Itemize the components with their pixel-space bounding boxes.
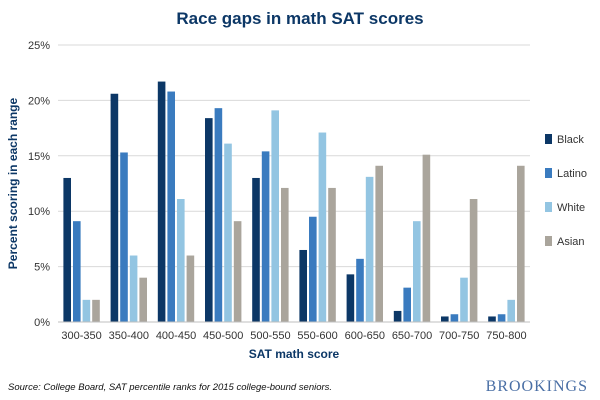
bar-latino-500-550 (261, 151, 270, 322)
bar-asian-550-600 (328, 187, 336, 322)
bar-black-650-700 (393, 310, 402, 322)
y-axis-ticks: 0% 5% 10% 15% 20% 25% (28, 40, 50, 329)
bar-black-350-400 (110, 93, 119, 322)
bar-white-450-500 (224, 143, 232, 322)
bar-black-550-600 (299, 249, 307, 322)
bar-black-750-800 (488, 316, 496, 322)
bars (63, 81, 525, 323)
y-tick-label: 5% (34, 262, 50, 274)
bar-asian-350-400 (139, 277, 147, 322)
bar-asian-750-800 (517, 165, 525, 322)
legend-label-latino: Latino (557, 168, 587, 180)
bar-asian-500-550 (281, 187, 289, 322)
legend-label-white: White (557, 202, 585, 214)
y-tick-label: 0% (34, 317, 50, 329)
bar-white-550-600 (318, 132, 327, 322)
legend-swatch-asian (545, 236, 552, 246)
x-tick-label: 400-450 (156, 330, 196, 342)
bar-asian-300-350 (92, 299, 100, 322)
legend-swatch-black (545, 134, 552, 144)
bar-black-400-450 (157, 81, 166, 323)
bar-white-350-400 (129, 255, 138, 322)
bar-asian-400-450 (186, 255, 195, 322)
bar-latino-750-800 (497, 314, 506, 322)
x-tick-label: 600-650 (345, 330, 385, 342)
x-tick-label: 550-600 (297, 330, 337, 342)
y-axis-label: Percent scoring in each range (6, 97, 20, 269)
x-tick-label: 500-550 (250, 330, 290, 342)
x-axis-label: SAT math score (249, 347, 340, 361)
bar-latino-550-600 (309, 216, 317, 322)
bar-black-600-650 (346, 274, 355, 322)
bar-asian-650-700 (422, 154, 431, 322)
bar-white-700-750 (460, 277, 468, 322)
bar-white-300-350 (82, 299, 91, 322)
bar-white-500-550 (271, 110, 279, 322)
bar-white-750-800 (507, 299, 515, 322)
bar-white-650-700 (413, 221, 421, 322)
bar-latino-450-500 (214, 108, 223, 322)
x-tick-label: 300-350 (61, 330, 101, 342)
y-tick-label: 10% (28, 206, 50, 218)
bar-black-500-550 (252, 177, 260, 322)
bar-latino-350-400 (120, 152, 128, 322)
bar-asian-450-500 (233, 221, 242, 322)
y-tick-label: 25% (28, 40, 50, 52)
bar-latino-650-700 (403, 287, 411, 322)
x-tick-label: 650-700 (392, 330, 432, 342)
bar-asian-700-750 (469, 199, 478, 322)
x-tick-label: 350-400 (109, 330, 149, 342)
legend-label-asian: Asian (557, 236, 585, 248)
bar-white-600-650 (365, 176, 374, 322)
x-axis-ticks: 300-350 350-400 400-450 450-500 500-550 550-6… (61, 330, 526, 342)
x-tick-label: 700-750 (439, 330, 479, 342)
bar-latino-300-350 (73, 221, 81, 322)
chart-title: Race gaps in math SAT scores (176, 9, 423, 28)
legend-label-black: Black (557, 134, 584, 146)
bar-black-300-350 (63, 177, 71, 322)
legend-swatch-latino (545, 168, 552, 178)
bar-white-400-450 (177, 199, 185, 322)
grid (58, 44, 530, 268)
legend-swatch-white (545, 202, 552, 212)
x-tick-label: 750-800 (486, 330, 526, 342)
x-tick-label: 450-500 (203, 330, 243, 342)
bar-latino-600-650 (356, 258, 364, 322)
y-tick-label: 15% (28, 151, 50, 163)
bar-asian-600-650 (375, 165, 383, 322)
y-tick-label: 20% (28, 95, 50, 107)
bar-latino-400-450 (167, 91, 175, 322)
source-note: Source: College Board, SAT percentile ra… (8, 382, 332, 393)
bar-black-700-750 (441, 316, 449, 322)
bar-latino-700-750 (450, 314, 459, 322)
legend: Black Latino White Asian (545, 134, 587, 248)
bar-black-450-500 (205, 118, 213, 323)
brand-wordmark: BROOKINGS (486, 378, 588, 395)
